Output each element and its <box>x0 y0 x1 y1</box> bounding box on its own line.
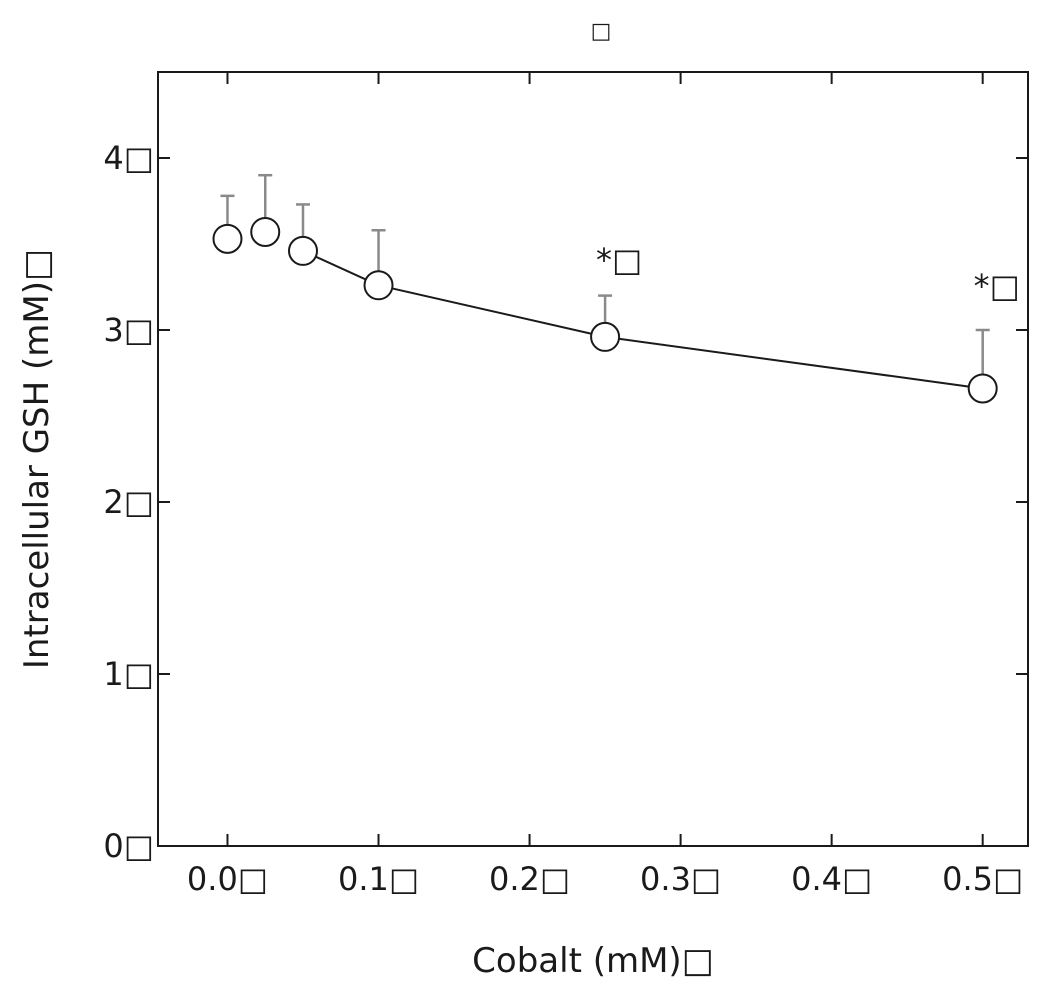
x-tick-label-5: 0.5□ <box>942 860 1023 898</box>
y-tick-label-3: 3□ <box>103 311 154 349</box>
top-caption: □ <box>591 19 612 44</box>
significance-marker-1: *□ <box>974 267 1020 305</box>
series-line-0 <box>302 249 983 390</box>
y-tick-label-4: 4□ <box>103 139 154 177</box>
data-point-2 <box>288 235 318 266</box>
significance-marker-0: *□ <box>596 241 642 279</box>
x-tick-label-4: 0.4□ <box>791 860 872 898</box>
data-point-4 <box>590 321 621 352</box>
axis-ticks: 0.0□ 0.1□ 0.2□ 0.3□ 0.4□ 0.5□ 0□ 1□ 2□ 3□ 4□ <box>103 72 1028 898</box>
y-tick-label-1: 1□ <box>103 655 154 693</box>
x-tick-label-2: 0.2□ <box>489 860 570 898</box>
data-point-0 <box>212 223 243 254</box>
plot-frame <box>157 71 1029 847</box>
x-tick-label-0: 0.0□ <box>187 860 268 898</box>
series-layer: *□ *□ <box>212 173 1020 404</box>
x-tick-label-1: 0.1□ <box>338 860 419 898</box>
data-point-3 <box>363 270 394 301</box>
data-point-5 <box>967 373 998 404</box>
y-axis-label: Intracellular GSH (mM)□ <box>17 249 57 669</box>
y-tick-label-2: 2□ <box>103 483 154 521</box>
data-point-1 <box>250 216 281 247</box>
x-axis-label: Cobalt (mM)□ <box>472 941 714 981</box>
x-tick-label-3: 0.3□ <box>640 860 721 898</box>
y-tick-label-0: 0□ <box>103 827 154 865</box>
